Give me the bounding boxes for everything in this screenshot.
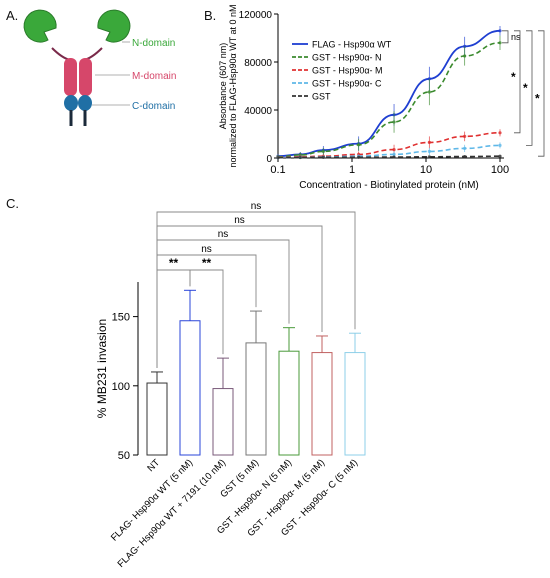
b-y-tick-label: 120000: [239, 10, 273, 21]
b-sig-bracket: [502, 30, 509, 44]
b-data-point: [357, 155, 361, 159]
b-legend-label: GST - Hsp90α- M: [312, 66, 383, 76]
b-sig-bracket: [514, 30, 521, 134]
b-sig-bracket: [538, 30, 545, 157]
c-comparison-bracket: [189, 269, 224, 355]
panel-a-label: A.: [6, 8, 19, 23]
b-legend-label: GST: [312, 92, 331, 102]
b-data-point: [498, 131, 502, 135]
c-comparison-bracket: [156, 254, 257, 368]
b-data-point: [498, 143, 502, 147]
c-bar: [179, 320, 201, 456]
b-sig-label: ns: [511, 32, 521, 42]
panel-c-label: C.: [6, 196, 19, 211]
c-y-tick-label: 150: [112, 312, 130, 324]
b-data-point: [427, 90, 431, 94]
b-legend-label: GST - Hsp90α- N: [312, 53, 382, 63]
c-bars-group: [146, 289, 366, 456]
c-bar: [311, 352, 333, 456]
c-bar: [344, 352, 366, 456]
b-x-axis-label: Concentration - Biotinylated protein (nM…: [299, 180, 479, 191]
c-domain-right-shape: [78, 95, 92, 111]
b-x-tick-label: 1: [349, 164, 355, 176]
panel-b-label: B.: [204, 8, 217, 23]
b-data-point: [357, 143, 361, 147]
b-data-point: [498, 41, 502, 45]
c-bar: [245, 342, 267, 456]
m-domain-label: M-domain: [132, 71, 176, 82]
b-data-point: [321, 149, 325, 153]
b-x-tick-label: 0.1: [270, 164, 285, 176]
b-data-point: [463, 134, 467, 138]
b-data-point: [392, 152, 396, 156]
c-comparison-label: ns: [218, 229, 229, 240]
b-series-line: [277, 42, 501, 158]
b-data-point: [392, 148, 396, 152]
b-data-point: [463, 146, 467, 150]
b-sig-label: *: [523, 81, 528, 95]
m-domain-left-shape: [64, 58, 77, 96]
c-y-tick-label: 100: [112, 381, 130, 393]
b-series-group: [276, 26, 502, 160]
b-legend-label: GST - Hsp90α- C: [312, 79, 382, 89]
c-comparison-label: ns: [201, 244, 212, 255]
c-comparison-label: ns: [251, 201, 262, 212]
b-y-axis-label-line1: Absorbance (607 nm): [218, 43, 228, 130]
b-legend-label: FLAG - Hsp90α WT: [312, 40, 392, 50]
c-y-tick-label: 50: [118, 450, 130, 462]
b-data-point: [463, 154, 467, 159]
c-domain-label: C-domain: [132, 101, 175, 112]
c-y-axis-label: % MB231 invasion: [95, 319, 109, 418]
b-data-point: [427, 155, 431, 159]
c-bar: [212, 388, 234, 456]
b-y-tick-label: 40000: [244, 106, 272, 117]
c-domain-left-shape: [64, 95, 78, 111]
b-sig-label: *: [535, 92, 540, 106]
b-sig-bracket: [526, 30, 533, 146]
b-data-point: [498, 29, 502, 33]
b-axes: 0.1 1 10 100 0 40000 80000 120000: [239, 10, 510, 176]
n-domain-right-shape: [97, 9, 131, 43]
b-data-point: [463, 54, 467, 58]
b-data-point: [298, 155, 302, 160]
c-bar: [278, 350, 300, 456]
b-data-point: [498, 154, 502, 158]
b-data-point: [427, 140, 431, 144]
b-significance: ns * * *: [502, 30, 545, 157]
b-x-tick-label: 10: [420, 164, 432, 176]
b-data-point: [276, 156, 280, 160]
c-axes: 50 100 150: [112, 282, 139, 462]
b-y-tick-label: 0: [266, 154, 272, 165]
b-series-line: [277, 155, 501, 159]
b-data-point: [427, 149, 431, 153]
c-comparison-label: **: [169, 256, 179, 270]
c-comparison-label: **: [202, 256, 212, 270]
n-domain-left-shape: [23, 9, 57, 43]
c-bar: [146, 382, 168, 456]
c-comparison-bracket: [156, 211, 356, 368]
b-y-tick-label: 80000: [244, 58, 272, 69]
c-x-tick-label: NT: [145, 457, 162, 474]
m-domain-right-shape: [79, 58, 92, 96]
b-data-point: [321, 155, 325, 159]
b-x-tick-label: 100: [491, 164, 509, 176]
b-legend: FLAG - Hsp90α WT GST - Hsp90α- N GST - Hsp…: [292, 40, 392, 102]
b-data-point: [392, 120, 396, 124]
c-comparison-label: ns: [234, 215, 245, 226]
b-sig-label: *: [511, 70, 516, 84]
b-data-point: [392, 155, 396, 159]
b-y-axis-label-line2: normalized to FLAG-Hsp90α WT at 0 nM: [228, 4, 238, 167]
n-domain-label: N-domain: [132, 38, 175, 49]
